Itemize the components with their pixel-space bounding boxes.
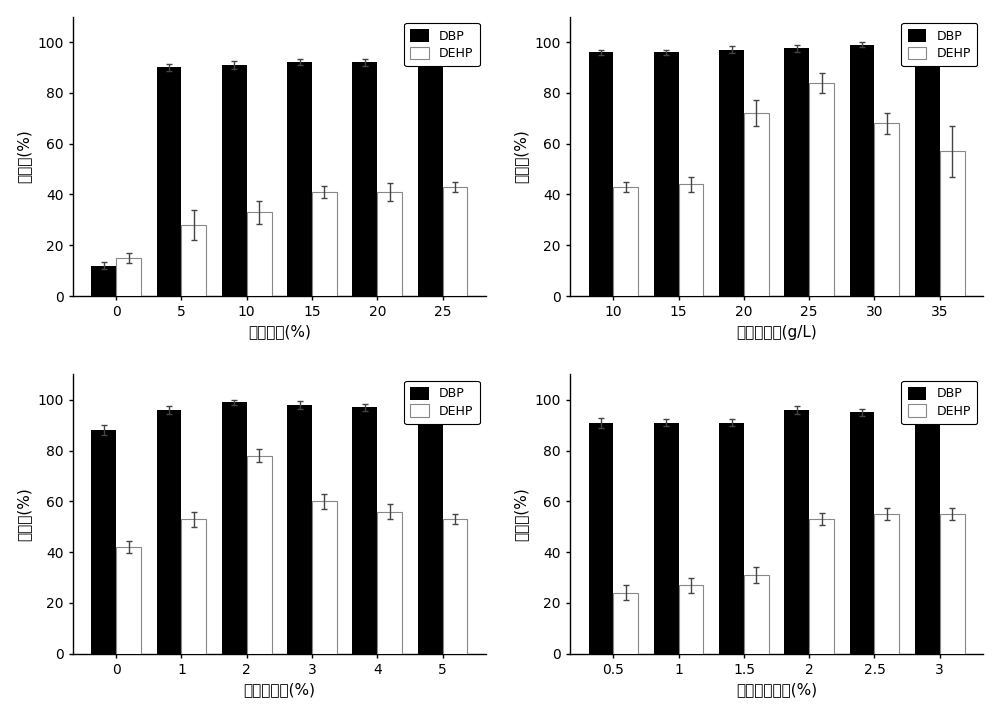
- X-axis label: 活性炭含量(%): 活性炭含量(%): [243, 683, 315, 698]
- Bar: [287, 405, 312, 654]
- Bar: [377, 511, 402, 654]
- Y-axis label: 降解率(%): 降解率(%): [17, 129, 32, 183]
- Legend: DBP, DEHP: DBP, DEHP: [901, 23, 977, 66]
- Bar: [915, 408, 940, 654]
- Y-axis label: 降解率(%): 降解率(%): [514, 129, 529, 183]
- Bar: [418, 413, 443, 654]
- Bar: [222, 65, 247, 296]
- Bar: [247, 456, 272, 654]
- Bar: [91, 266, 116, 296]
- Bar: [377, 192, 402, 296]
- Bar: [91, 431, 116, 654]
- Bar: [352, 62, 377, 296]
- Bar: [613, 187, 638, 296]
- Bar: [287, 62, 312, 296]
- Bar: [744, 114, 769, 296]
- Bar: [247, 212, 272, 296]
- X-axis label: 氯化钓浓度(g/L): 氯化钓浓度(g/L): [736, 325, 817, 340]
- Bar: [418, 60, 443, 296]
- Bar: [679, 184, 703, 296]
- Bar: [157, 410, 181, 654]
- Legend: DBP, DEHP: DBP, DEHP: [404, 23, 480, 66]
- Bar: [915, 49, 940, 296]
- Bar: [312, 192, 337, 296]
- Bar: [850, 413, 874, 654]
- Bar: [222, 402, 247, 654]
- Bar: [116, 258, 141, 296]
- Y-axis label: 降解率(%): 降解率(%): [514, 487, 529, 541]
- Legend: DBP, DEHP: DBP, DEHP: [404, 381, 480, 424]
- Bar: [654, 423, 679, 654]
- Bar: [443, 519, 467, 654]
- Bar: [719, 423, 744, 654]
- Bar: [874, 124, 899, 296]
- X-axis label: 菌液含量(%): 菌液含量(%): [248, 325, 311, 340]
- Bar: [589, 423, 613, 654]
- Bar: [874, 514, 899, 654]
- Bar: [443, 187, 467, 296]
- Bar: [157, 67, 181, 296]
- Bar: [719, 50, 744, 296]
- Bar: [850, 44, 874, 296]
- Bar: [784, 49, 809, 296]
- Bar: [181, 519, 206, 654]
- Bar: [940, 514, 965, 654]
- Bar: [654, 52, 679, 296]
- Bar: [679, 585, 703, 654]
- Bar: [809, 83, 834, 296]
- Bar: [312, 501, 337, 654]
- Bar: [589, 52, 613, 296]
- Bar: [116, 547, 141, 654]
- Bar: [744, 575, 769, 654]
- Bar: [940, 151, 965, 296]
- Legend: DBP, DEHP: DBP, DEHP: [901, 381, 977, 424]
- Bar: [352, 408, 377, 654]
- Bar: [784, 410, 809, 654]
- Bar: [181, 225, 206, 296]
- Bar: [613, 593, 638, 654]
- Bar: [809, 519, 834, 654]
- X-axis label: 海藻酸鑃浓度(%): 海藻酸鑃浓度(%): [736, 683, 817, 698]
- Y-axis label: 降解率(%): 降解率(%): [17, 487, 32, 541]
